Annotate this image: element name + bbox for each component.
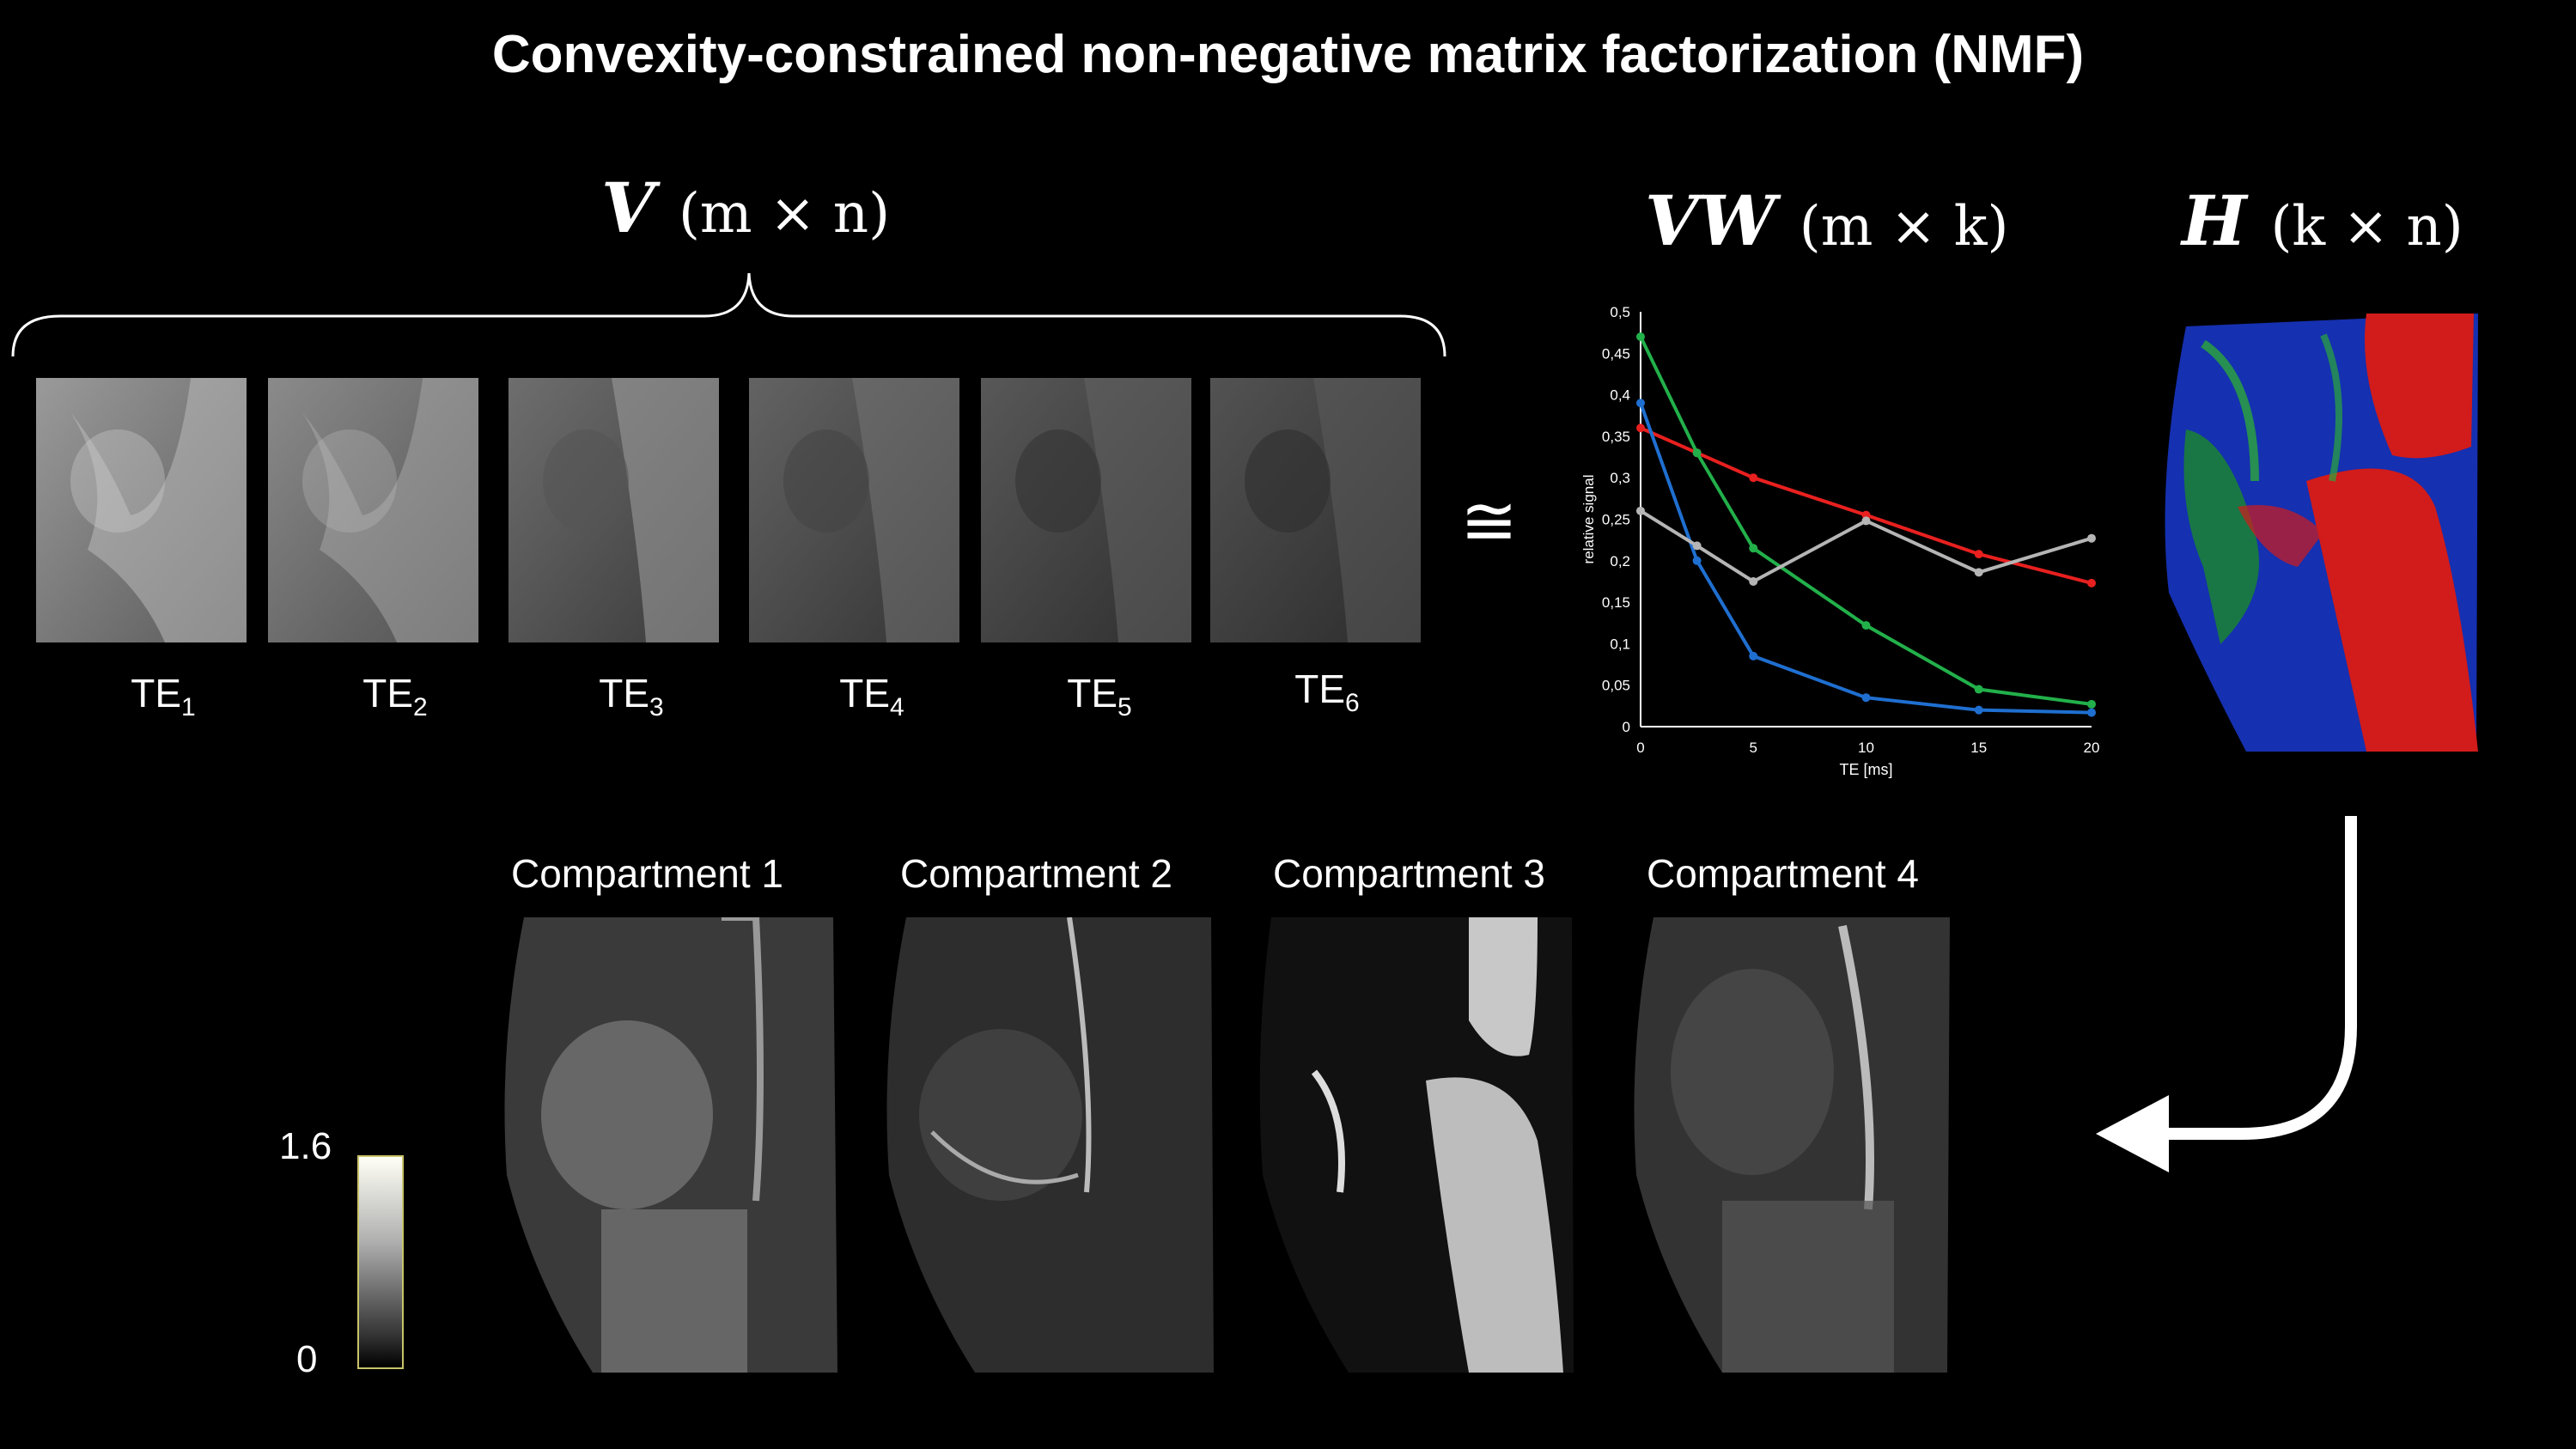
y-tick-label: 0,05 — [1602, 678, 1630, 694]
series-line-blue — [1639, 402, 2092, 715]
compartment-label-2: Compartment 2 — [900, 851, 1173, 896]
data-point-gray — [1749, 576, 1758, 586]
data-point-gray — [1692, 541, 1702, 551]
te-image-2 — [268, 378, 478, 642]
series-line-gray — [1639, 509, 2092, 584]
data-point-red — [1749, 473, 1758, 483]
x-tick-label: 0 — [1636, 740, 1644, 756]
colorbar — [357, 1155, 404, 1369]
v-dims: (m × n) — [678, 182, 891, 246]
data-point-blue — [1749, 651, 1758, 661]
colorbar-max-label: 1.6 — [279, 1125, 332, 1167]
compartment-label-3: Compartment 3 — [1273, 851, 1546, 896]
y-tick-label: 0,4 — [1610, 387, 1630, 404]
data-point-gray — [1636, 506, 1645, 515]
te-image-5 — [981, 378, 1191, 642]
compartment-image-2 — [886, 917, 1214, 1373]
v-matrix-label: V (m × n) — [601, 167, 890, 248]
data-point-red — [2087, 578, 2096, 588]
x-tick-label: 10 — [1858, 740, 1874, 756]
y-tick-label: 0,25 — [1602, 512, 1630, 528]
y-tick-label: 0,3 — [1610, 470, 1630, 486]
data-point-gray — [1861, 516, 1871, 526]
compartment-images — [504, 917, 1950, 1373]
data-point-red — [1974, 550, 1983, 559]
y-tick-label: 0,35 — [1602, 429, 1630, 445]
y-axis-label: relative signal — [1580, 475, 1597, 564]
data-point-green — [1974, 685, 1983, 694]
series-line-green — [1639, 336, 2092, 706]
te-image-3 — [509, 378, 719, 642]
h-matrix-label: H (k × n) — [2182, 180, 2463, 261]
te-label-5: TE5 — [1067, 671, 1132, 722]
data-point-blue — [2087, 708, 2096, 717]
data-point-red — [1636, 423, 1645, 433]
compartment-label-4: Compartment 4 — [1647, 851, 1920, 896]
h-symbol: H — [2182, 180, 2247, 261]
curved-arrow — [2096, 816, 2357, 1172]
vw-symbol: VW — [1645, 180, 1775, 261]
v-brace — [11, 272, 1446, 357]
data-point-blue — [1861, 693, 1871, 703]
te-label-4: TE4 — [839, 671, 904, 722]
series-line-red — [1640, 426, 2092, 585]
y-tick-label: 0,15 — [1602, 594, 1630, 611]
data-point-blue — [1636, 399, 1645, 408]
data-point-green — [1636, 332, 1645, 341]
te-label-3: TE3 — [599, 671, 664, 722]
te-images — [36, 378, 1421, 642]
approx-equal-symbol: ≅ — [1460, 483, 1519, 559]
h-dims: (k × n) — [2270, 195, 2463, 259]
vw-matrix-label: VW (m × k) — [1645, 180, 2009, 261]
h-component-map — [2165, 314, 2478, 752]
data-point-gray — [2087, 533, 2096, 543]
data-point-blue — [1692, 556, 1702, 565]
y-tick-label: 0,1 — [1610, 636, 1630, 652]
te-image-strip — [36, 378, 1421, 642]
x-tick-label: 20 — [2084, 740, 2100, 756]
y-tick-label: 0,2 — [1610, 553, 1630, 569]
x-tick-label: 15 — [1970, 740, 1987, 756]
compartment-image-1 — [504, 917, 837, 1373]
data-point-gray — [1974, 568, 1983, 577]
data-point-green — [1861, 621, 1871, 630]
te-label-6: TE6 — [1294, 667, 1360, 718]
x-tick-label: 5 — [1750, 740, 1757, 756]
compartment-label-1: Compartment 1 — [511, 851, 784, 896]
data-point-green — [1692, 448, 1702, 458]
v-symbol: V — [601, 167, 655, 248]
te-label-1: TE1 — [131, 671, 196, 722]
compartment-image-3 — [1259, 917, 1574, 1373]
y-tick-label: 0,5 — [1610, 304, 1630, 320]
compartment-image-4 — [1634, 917, 1950, 1373]
vw-dims: (m × k) — [1799, 195, 2009, 259]
data-point-blue — [1974, 705, 1983, 715]
te-label-2: TE2 — [362, 671, 428, 722]
data-point-green — [2087, 699, 2096, 709]
y-tick-label: 0 — [1623, 719, 1630, 735]
colorbar-min-label: 0 — [296, 1338, 318, 1380]
decay-chart: 0 0,05 0,1 0,15 0,2 0,25 0,3 0,35 0,4 0,45 0,5 0 5 10… — [1580, 304, 2100, 778]
figure-title: Convexity-constrained non-negative matri… — [491, 25, 2085, 84]
te-image-6 — [1210, 378, 1421, 642]
te-image-4 — [749, 378, 959, 642]
y-tick-label: 0,45 — [1602, 345, 1630, 362]
te-image-1 — [36, 378, 247, 642]
data-point-green — [1749, 544, 1758, 553]
x-axis-label: TE [ms] — [1840, 761, 1893, 778]
